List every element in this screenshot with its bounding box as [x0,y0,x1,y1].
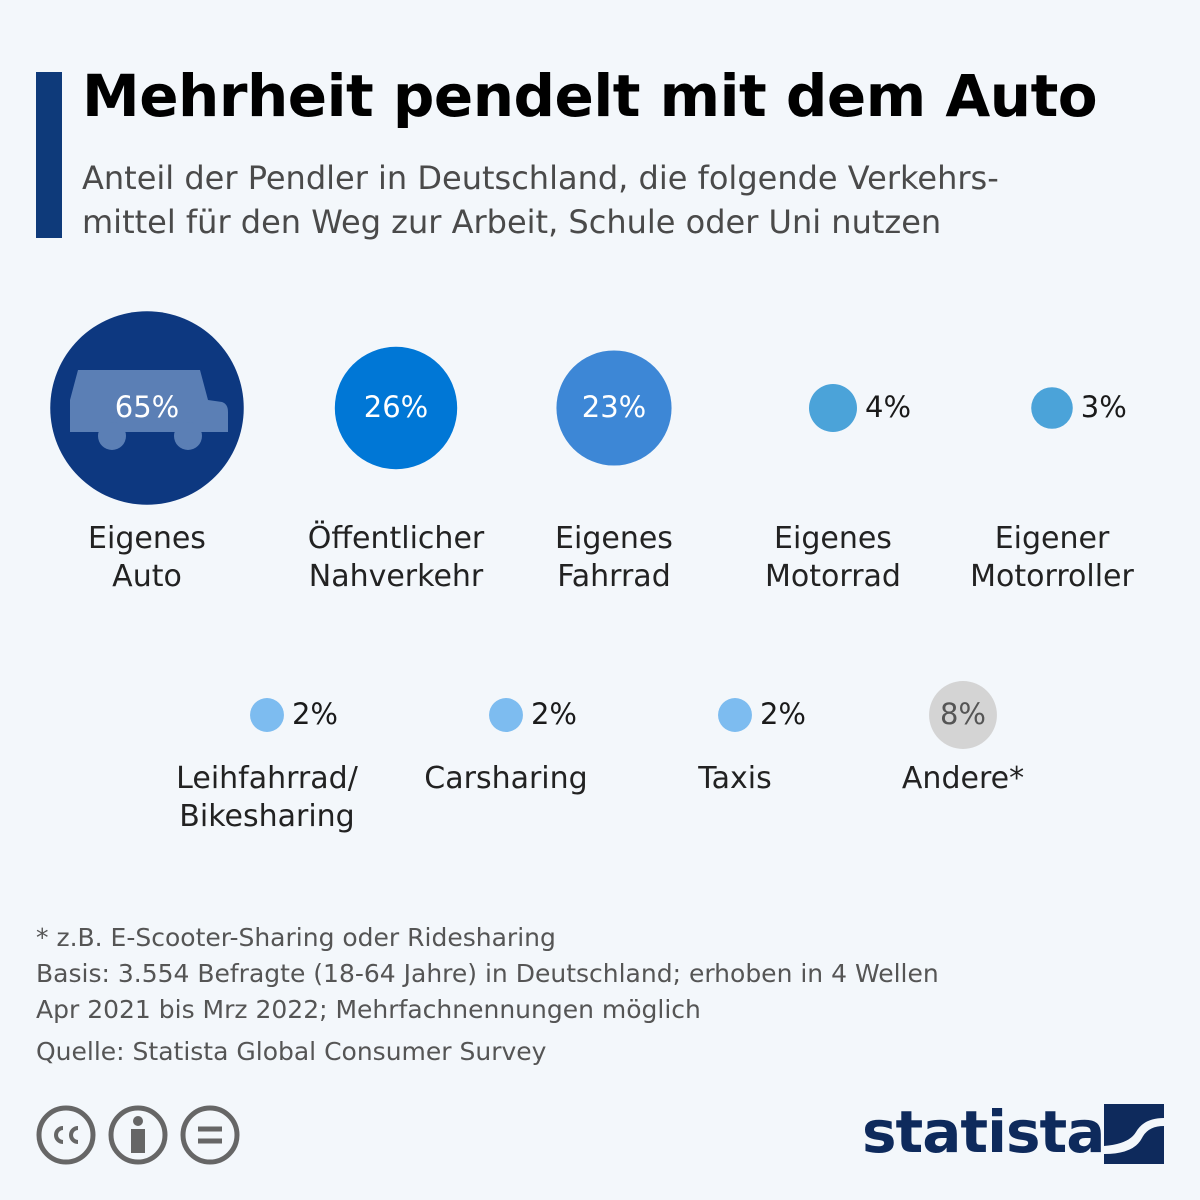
bubble [250,698,284,732]
value-label: 26% [364,390,428,424]
logo-text: statista [862,1098,1105,1166]
category-label: Carsharing [424,761,588,796]
category-label: Leihfahrrad/ Bikesharing [176,761,358,834]
footnote: * z.B. E-Scooter-Sharing oder Ridesharin… [36,923,556,952]
category-label: Eigener Motorroller [970,521,1134,594]
bubble [489,698,523,732]
category-label: Andere* [901,761,1025,796]
category-label: Öffentlicher Nahverkehr [307,521,485,594]
value-label: 65% [115,390,179,424]
value-label: 23% [582,390,646,424]
value-label: 2% [292,697,338,731]
value-label: 2% [531,697,577,731]
footnote: Quelle: Statista Global Consumer Survey [36,1037,547,1066]
category-label: Eigenes Fahrrad [555,521,673,594]
category-label: Eigenes Auto [88,521,206,594]
value-label: 2% [760,697,806,731]
category-label: Eigenes Motorrad [765,521,901,594]
value-label: 4% [865,390,911,424]
category-label: Taxis [698,761,772,796]
value-label: 3% [1081,390,1127,424]
title: Mehrheit pendelt mit dem Auto [82,62,1098,130]
chart: 65% 26% 23% 4% 3% 2% 2% 2% 8% [50,311,1127,749]
license-icons [36,1105,240,1165]
footnote: Basis: 3.554 Befragte (18-64 Jahre) in D… [36,959,939,1024]
logo-icon [1104,1104,1164,1164]
bubble [334,346,458,470]
bubble [809,384,857,432]
bubble [718,698,752,732]
accent-bar [36,72,62,238]
car-icon [70,370,228,450]
bubble [556,350,672,466]
bubble [929,681,997,749]
subtitle: Anteil der Pendler in Deutschland, die f… [82,159,999,241]
bubble [1031,387,1073,429]
value-label: 8% [940,697,986,731]
